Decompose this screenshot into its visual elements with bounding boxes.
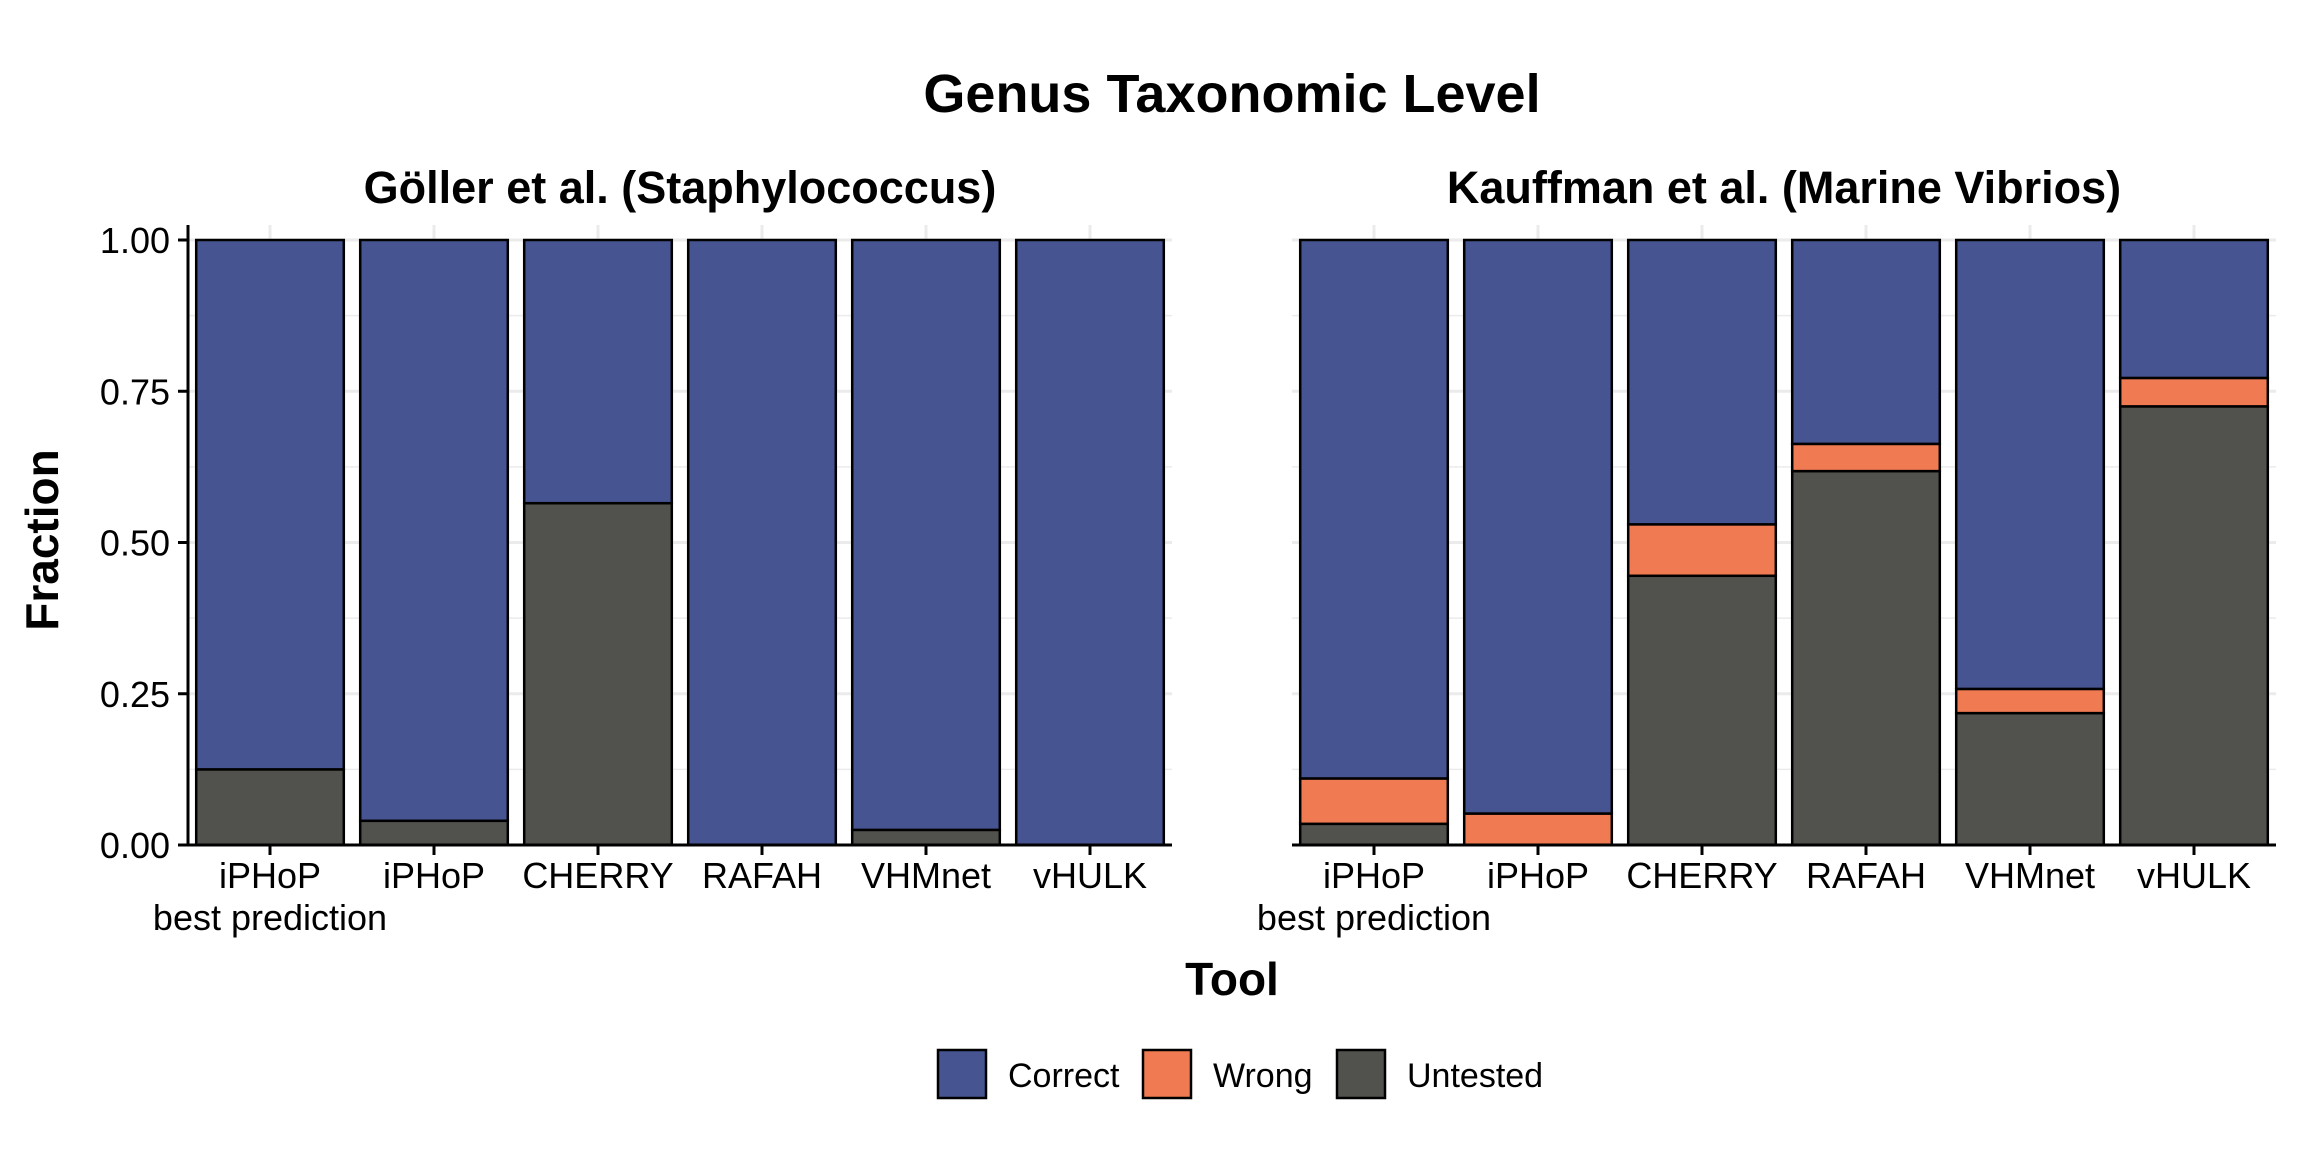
bar-untested [358,819,510,847]
bar-correct [1626,238,1778,526]
legend-label: Wrong [1213,1057,1313,1095]
x-axis-label: Tool [1185,953,1279,1005]
y-tick-label: 0.50 [100,523,170,564]
x-tick-label: CHERRY [1626,855,1777,896]
bar-wrong [1626,523,1778,578]
y-tick-label: 1.00 [100,220,170,261]
panel-2: Kauffman et al. (Marine Vibrios) iPHoP bes… [1257,162,2276,938]
bar-correct [194,238,346,771]
panel-title: Göller et al. (Staphylococcus) [364,162,997,213]
bar-untested [1954,711,2106,847]
bar-wrong [1298,777,1450,826]
x-tick-label: RAFAH [1806,855,1926,896]
x-tick-label: CHERRY [522,855,673,896]
bar-untested [194,768,346,847]
bar-correct [1790,238,1942,446]
bar-untested [1298,822,1450,847]
bar-correct [850,238,1002,832]
x-tick-label: VHMnet [861,855,991,896]
x-tick-label: vHULK [1033,855,1147,896]
bar-correct [1014,238,1166,847]
bar-correct [2118,238,2270,380]
y-tick-label: 0.25 [100,674,170,715]
legend: Correct Wrong Untested [936,1048,1543,1100]
x-tick-label: iPHoP best prediction [153,855,387,938]
panels: Göller et al. (Staphylococcus) 0.00 0.25 0.… [100,162,2276,938]
x-tick-label: RAFAH [702,855,822,896]
bar-untested [522,501,674,847]
x-tick-label: vHULK [2137,855,2251,896]
legend-swatch [936,1048,988,1100]
bar-correct [1462,238,1614,815]
x-tick-label: iPHoP best prediction [1257,855,1491,938]
y-axis-label: Fraction [16,449,68,630]
panel-1: Göller et al. (Staphylococcus) 0.00 0.25 0.… [100,162,1172,938]
bar-correct [1954,238,2106,691]
bar-untested [2118,405,2270,847]
bar-wrong [2118,376,2270,408]
x-tick-label: iPHoP [1487,855,1589,896]
bar-wrong [1462,812,1614,847]
legend-label: Untested [1407,1057,1543,1095]
legend-item-correct: Correct [936,1048,1120,1100]
bar-untested [1626,574,1778,847]
bar-untested [850,828,1002,847]
x-tick-label: iPHoP [383,855,485,896]
legend-item-wrong: Wrong [1141,1048,1313,1100]
y-tick-label: 0.00 [100,825,170,866]
legend-swatch [1335,1048,1387,1100]
legend-swatch [1141,1048,1193,1100]
bars [194,238,1166,847]
bar-correct [1298,238,1450,780]
legend-label: Correct [1008,1057,1120,1095]
bar-wrong [1790,442,1942,473]
bar-correct [358,238,510,823]
y-tick-label: 0.75 [100,371,170,412]
panel-title: Kauffman et al. (Marine Vibrios) [1447,162,2121,213]
bar-untested [1790,469,1942,847]
bars [1298,238,2270,847]
bar-correct [522,238,674,505]
chart-title: Genus Taxonomic Level [923,64,1540,124]
bar-wrong [1954,687,2106,715]
legend-item-untested: Untested [1335,1048,1543,1100]
bar-correct [686,238,838,847]
x-tick-label: VHMnet [1965,855,2095,896]
